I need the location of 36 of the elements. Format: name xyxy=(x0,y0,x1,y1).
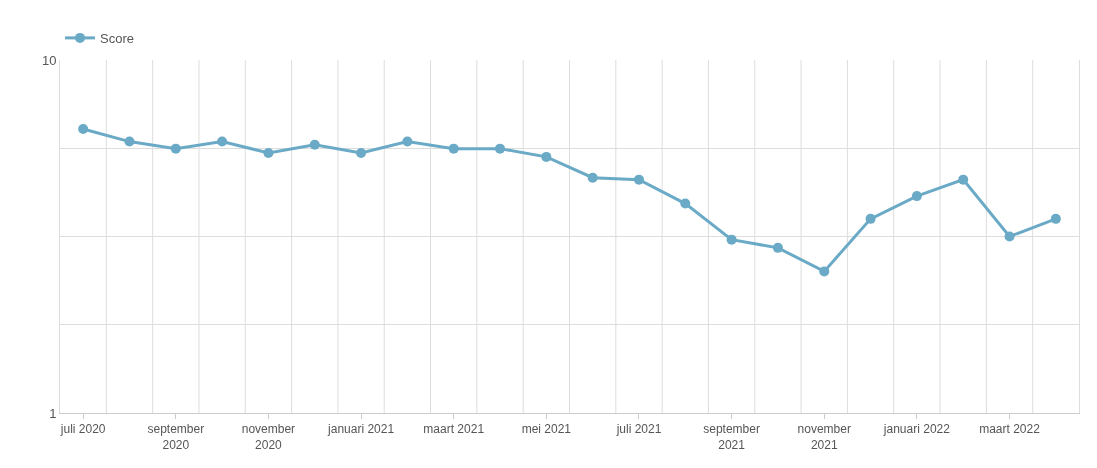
x-tick-label: januari 2022 xyxy=(882,422,951,437)
point xyxy=(78,124,89,135)
point xyxy=(587,172,598,183)
x-tick-label: november 2021 xyxy=(797,422,851,452)
point xyxy=(680,198,691,209)
point xyxy=(356,147,367,158)
point xyxy=(495,143,506,154)
y-tick-label: 10 xyxy=(41,52,57,68)
point xyxy=(1004,231,1015,242)
point xyxy=(1050,213,1061,224)
x-tick-label: juli 2021 xyxy=(615,422,662,437)
point xyxy=(402,136,413,147)
point xyxy=(772,242,783,253)
point xyxy=(819,266,830,277)
point xyxy=(263,147,274,158)
x-tick-label: mei 2021 xyxy=(521,422,572,437)
point xyxy=(726,234,737,245)
point xyxy=(911,191,922,202)
point xyxy=(309,139,320,150)
point xyxy=(170,143,181,154)
x-tick-label: maart 2021 xyxy=(423,422,485,437)
point xyxy=(217,136,228,147)
y-tick-label: 1 xyxy=(49,405,57,421)
point xyxy=(541,151,552,162)
point xyxy=(958,174,969,185)
point xyxy=(448,143,459,154)
x-tick-label: juli 2020 xyxy=(59,422,106,437)
legend-label: Score xyxy=(100,30,134,46)
x-tick-label: januari 2021 xyxy=(327,422,395,437)
x-tick-label: november 2020 xyxy=(241,422,296,452)
point xyxy=(633,174,644,185)
x-tick-label: september 2021 xyxy=(703,422,760,452)
x-tick-label: september 2020 xyxy=(147,422,205,452)
x-tick-label: maart 2022 xyxy=(979,422,1041,437)
point xyxy=(124,136,135,147)
point xyxy=(865,213,876,224)
